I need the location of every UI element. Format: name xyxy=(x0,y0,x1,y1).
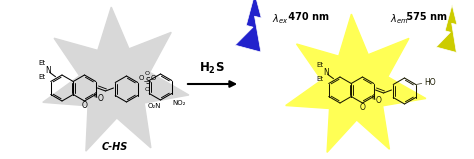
Text: O: O xyxy=(145,71,150,76)
Text: O: O xyxy=(139,76,144,82)
Polygon shape xyxy=(436,5,457,52)
Text: C-HS: C-HS xyxy=(102,142,128,152)
Text: HO: HO xyxy=(424,78,436,87)
Text: $\lambda_{em}$: $\lambda_{em}$ xyxy=(390,12,409,26)
Polygon shape xyxy=(235,0,261,52)
Polygon shape xyxy=(43,7,189,151)
Text: 575 nm: 575 nm xyxy=(403,12,447,22)
Text: O₂N: O₂N xyxy=(147,104,161,110)
Text: Et: Et xyxy=(316,76,323,82)
Text: Et: Et xyxy=(316,62,323,68)
Text: O: O xyxy=(376,96,382,105)
Text: O: O xyxy=(360,103,365,112)
Text: N: N xyxy=(323,68,328,77)
Text: O: O xyxy=(151,76,156,82)
Text: $\mathbf{H_2S}$: $\mathbf{H_2S}$ xyxy=(199,61,225,76)
Text: S: S xyxy=(145,77,150,86)
Text: O: O xyxy=(98,94,104,103)
Text: NO₂: NO₂ xyxy=(172,100,185,106)
Text: O: O xyxy=(82,101,87,110)
Text: $\lambda_{ex}$: $\lambda_{ex}$ xyxy=(272,12,289,26)
Text: N: N xyxy=(45,66,51,75)
Text: Et: Et xyxy=(38,60,45,66)
Text: 470 nm: 470 nm xyxy=(285,12,329,22)
Text: O: O xyxy=(145,87,150,92)
Text: Et: Et xyxy=(38,74,45,80)
Polygon shape xyxy=(286,14,426,152)
